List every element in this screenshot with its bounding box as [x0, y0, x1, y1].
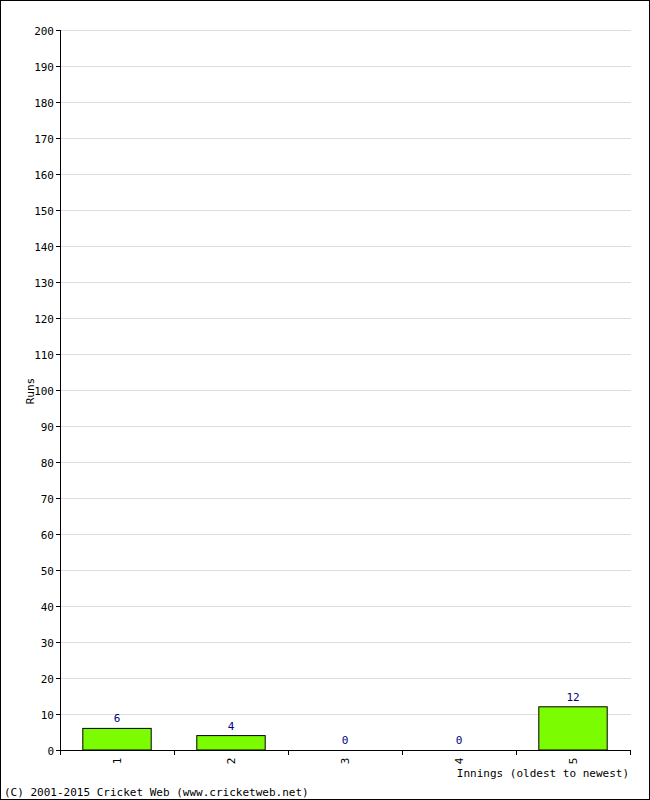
data-label: 0 — [342, 734, 349, 747]
y-tick-label: 110 — [34, 349, 54, 362]
x-tick-label: 5 — [567, 758, 580, 765]
x-separator — [516, 750, 517, 755]
y-tick — [56, 102, 60, 103]
y-tick — [56, 66, 60, 67]
bar — [83, 728, 151, 750]
y-tick — [56, 246, 60, 247]
x-separator — [60, 750, 61, 755]
y-tick — [56, 714, 60, 715]
y-tick-label: 90 — [41, 421, 54, 434]
y-tick — [56, 426, 60, 427]
y-tick — [56, 678, 60, 679]
y-tick-label: 160 — [34, 169, 54, 182]
x-separator — [288, 750, 289, 755]
x-separator — [174, 750, 175, 755]
grid-line — [60, 354, 631, 355]
grid-line — [60, 174, 631, 175]
grid-line — [60, 462, 631, 463]
y-axis-label: Runs — [24, 378, 37, 405]
y-tick — [56, 750, 60, 751]
chart: 0102030405060708090100110120130140150160… — [0, 0, 650, 800]
y-tick — [56, 282, 60, 283]
grid-line — [60, 498, 631, 499]
y-tick-label: 20 — [41, 673, 54, 686]
grid-line — [60, 570, 631, 571]
y-tick-label: 200 — [34, 25, 54, 38]
bar — [425, 750, 493, 751]
y-tick-label: 50 — [41, 565, 54, 578]
y-tick-label: 180 — [34, 97, 54, 110]
bars — [83, 707, 607, 750]
source: (C) 2001-2015 Cricket Web (www.cricketwe… — [4, 786, 309, 799]
data-label: 4 — [228, 720, 235, 733]
y-tick — [56, 318, 60, 319]
y-tick-label: 70 — [41, 493, 54, 506]
y-tick — [56, 642, 60, 643]
y-tick-label: 100 — [34, 385, 54, 398]
y-tick — [56, 390, 60, 391]
bar — [197, 736, 265, 750]
grid-line — [60, 138, 631, 139]
y-tick — [56, 606, 60, 607]
y-tick-label: 80 — [41, 457, 54, 470]
x-tick-label: 2 — [225, 758, 238, 765]
y-tick-label: 130 — [34, 277, 54, 290]
y-tick-label: 170 — [34, 133, 54, 146]
grid-line — [60, 390, 631, 391]
y-tick — [56, 570, 60, 571]
grid-line — [60, 678, 631, 679]
data-label: 6 — [114, 712, 121, 725]
y-tick — [56, 534, 60, 535]
y-tick — [56, 354, 60, 355]
y-tick-label: 140 — [34, 241, 54, 254]
grid-line — [60, 102, 631, 103]
border — [1, 1, 650, 800]
grid-line — [60, 66, 631, 67]
x-tick-label: 1 — [111, 758, 124, 765]
grid-line — [60, 426, 631, 427]
bar — [539, 707, 607, 750]
x-tick-label: 3 — [339, 758, 352, 765]
y-tick — [56, 30, 60, 31]
x-separator — [402, 750, 403, 755]
y-tick-label: 10 — [41, 709, 54, 722]
grid-line — [60, 30, 631, 31]
y-tick-label: 0 — [47, 745, 54, 758]
y-tick — [56, 210, 60, 211]
y-tick — [56, 138, 60, 139]
x-axis — [60, 750, 631, 751]
grid-line — [60, 246, 631, 247]
x-separator — [630, 750, 631, 755]
data-label: 0 — [456, 734, 463, 747]
bar — [311, 750, 379, 751]
y-tick-label: 40 — [41, 601, 54, 614]
grid-line — [60, 642, 631, 643]
y-tick — [56, 498, 60, 499]
x-tick-label: 4 — [453, 757, 466, 764]
y-tick-label: 190 — [34, 61, 54, 74]
y-tick-label: 150 — [34, 205, 54, 218]
grid-line — [60, 282, 631, 283]
x-axis-label: Innings (oldest to newest) — [457, 767, 629, 780]
grid-line — [60, 318, 631, 319]
grid-line — [60, 210, 631, 211]
y-tick — [56, 462, 60, 463]
grid-line — [60, 606, 631, 607]
y-tick — [56, 174, 60, 175]
y-tick-label: 120 — [34, 313, 54, 326]
y-tick-label: 30 — [41, 637, 54, 650]
data-label: 12 — [566, 691, 579, 704]
y-axis — [60, 30, 61, 750]
grid-line — [60, 534, 631, 535]
grid-line — [60, 750, 631, 751]
y-tick-label: 60 — [41, 529, 54, 542]
